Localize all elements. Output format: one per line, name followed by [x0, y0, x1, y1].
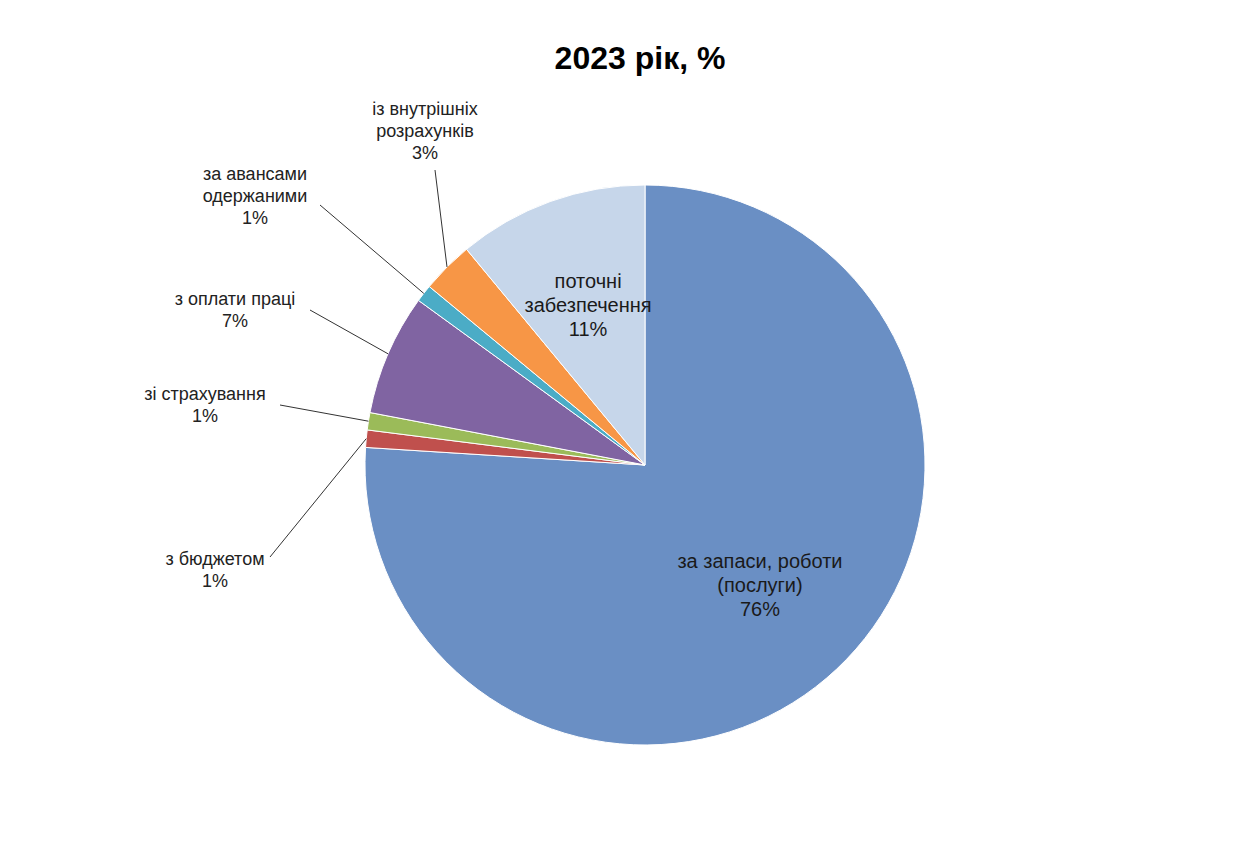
svg-text:із внутрішніхрозрахунків3%: із внутрішніхрозрахунків3% [372, 99, 477, 163]
svg-text:за авансамиодержаними1%: за авансамиодержаними1% [203, 164, 308, 228]
svg-text:з бюджетом1%: з бюджетом1% [165, 549, 264, 591]
svg-text:поточнізабезпечення11%: поточнізабезпечення11% [525, 270, 652, 340]
svg-text:зі страхування1%: зі страхування1% [144, 384, 266, 426]
svg-text:за запаси, роботи(послуги)76%: за запаси, роботи(послуги)76% [677, 551, 842, 621]
html-text:2023 рік, %: 2023 рік, % [554, 40, 726, 76]
svg-text:з оплати праці7%: з оплати праці7% [175, 289, 296, 331]
